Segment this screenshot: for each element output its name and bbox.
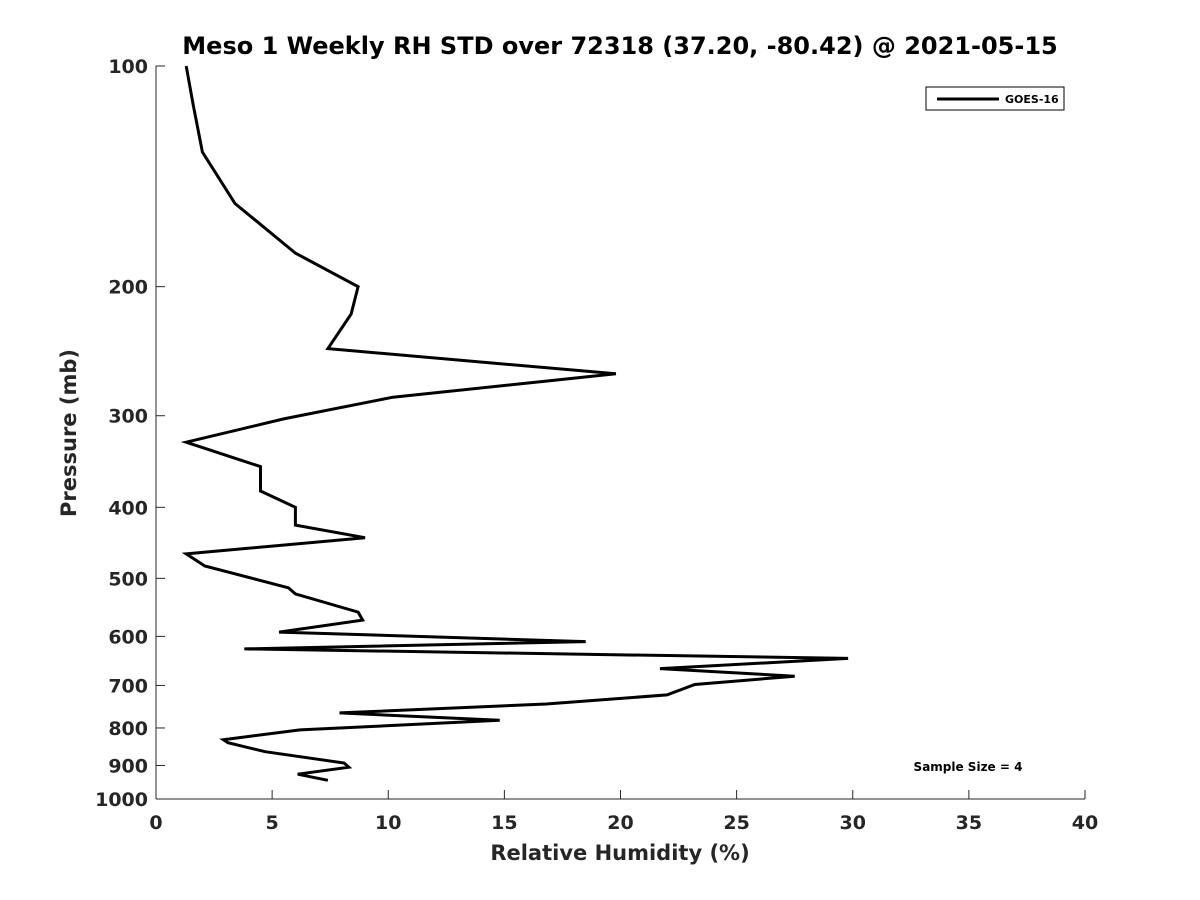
y-tick-label: 600 [108, 626, 148, 648]
y-tick-label: 500 [108, 568, 148, 590]
y-tick-label: 100 [108, 56, 148, 78]
legend: GOES-16 [925, 86, 1065, 111]
x-tick-label: 20 [607, 812, 633, 834]
x-tick-label: 15 [491, 812, 517, 834]
x-tick-label: 25 [723, 812, 749, 834]
y-tick-label: 700 [108, 675, 148, 697]
x-axis-label: Relative Humidity (%) [490, 841, 749, 865]
x-tick-label: 40 [1072, 812, 1098, 834]
legend-label: GOES-16 [1005, 93, 1059, 106]
y-tick-label: 900 [108, 755, 148, 777]
y-tick-label: 400 [108, 497, 148, 519]
sample-size-annotation: Sample Size = 4 [914, 760, 1023, 774]
y-tick-label: 800 [108, 718, 148, 740]
x-tick-label: 0 [149, 812, 162, 834]
x-tick-label: 35 [956, 812, 982, 834]
chart-title: Meso 1 Weekly RH STD over 72318 (37.20, … [182, 32, 1057, 60]
x-tick-label: 5 [266, 812, 279, 834]
x-tick-label: 10 [375, 812, 401, 834]
y-tick-label: 200 [108, 277, 148, 299]
y-axis-ticks: 100 200 300 400 500 600 700 800 900 1000 [95, 56, 165, 811]
y-tick-label: 1000 [95, 789, 148, 811]
y-tick-label: 300 [108, 406, 148, 428]
y-axis-label: Pressure (mb) [57, 349, 81, 517]
x-axis-ticks: 0 5 10 15 20 25 30 35 40 [149, 790, 1098, 834]
series-line-goes-16 [180, 65, 849, 782]
series-lines [180, 65, 849, 782]
x-tick-label: 30 [840, 812, 866, 834]
